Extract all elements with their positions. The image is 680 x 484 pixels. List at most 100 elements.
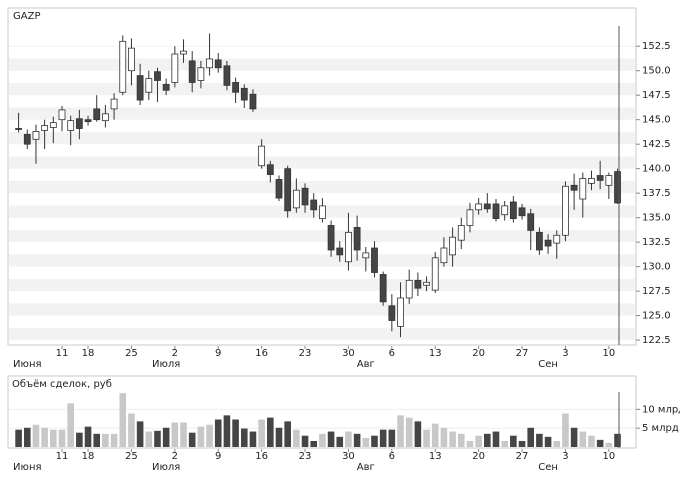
candle-body: [562, 185, 569, 236]
volume-bar: [214, 419, 222, 447]
volume-bar: [110, 433, 118, 447]
x-tick-label: 6: [389, 348, 395, 359]
candle-body: [102, 113, 109, 122]
candle-body: [362, 252, 370, 259]
candle-body: [544, 239, 552, 247]
x-tick-label: 27: [516, 348, 529, 359]
y-tick-label: 125.0: [642, 311, 671, 322]
x-tick-label: 6: [389, 451, 395, 462]
candle-body: [466, 209, 474, 226]
volume-bar: [162, 427, 170, 447]
candle-body: [440, 247, 448, 264]
candle-body: [336, 247, 344, 256]
candle-body: [284, 168, 292, 212]
candle-body: [379, 274, 387, 303]
volume-bar: [41, 427, 48, 447]
volume-title: Объём сделок, руб: [12, 379, 112, 390]
y-tick-label: 152.5: [642, 41, 671, 52]
x-tick-label: 11: [56, 451, 69, 462]
x-month-label: Июля: [152, 359, 180, 370]
volume-bar: [605, 442, 613, 447]
volume-bar: [180, 422, 187, 447]
volume-bar: [223, 415, 231, 447]
volume-bar: [492, 431, 500, 447]
x-tick-label: 16: [255, 451, 268, 462]
x-month-label: Авг: [357, 359, 375, 370]
candle-body: [431, 257, 439, 291]
candle-body: [206, 58, 213, 69]
x-month-label: Июня: [13, 359, 41, 370]
grid-band: [9, 82, 635, 96]
candle-body: [84, 119, 92, 123]
candle-body: [240, 87, 248, 101]
candle-body: [536, 231, 543, 251]
candle-body: [518, 207, 526, 217]
candle-body: [275, 179, 283, 199]
x-tick-label: 23: [299, 451, 312, 462]
y-tick-label: 140.0: [642, 164, 671, 175]
x-tick-label: 18: [82, 348, 95, 359]
candle-body: [197, 67, 205, 81]
x-tick-label: 10: [602, 348, 615, 359]
x-tick-label: 9: [215, 348, 221, 359]
volume-bar: [614, 433, 621, 447]
x-tick-label: 30: [342, 451, 355, 462]
volume-bar: [362, 437, 370, 447]
candle-body: [327, 225, 335, 251]
grid-band: [9, 156, 635, 169]
volume-bar: [405, 417, 413, 447]
candle-body: [292, 189, 300, 209]
volume-bar: [431, 423, 439, 447]
candle-body: [93, 108, 101, 121]
candle-body: [353, 227, 361, 251]
candle-body: [570, 184, 578, 191]
volume-bar: [249, 431, 257, 447]
candle-body: [483, 203, 491, 210]
candle-body: [501, 205, 509, 216]
y-tick-label: 135.0: [642, 213, 671, 224]
volume-bar: [518, 440, 526, 447]
volume-bar: [353, 433, 361, 447]
volume-bar: [388, 429, 396, 447]
y-tick-label: 142.5: [642, 139, 671, 150]
volume-bar: [562, 413, 569, 447]
volume-bar: [457, 433, 465, 447]
grid-band: [9, 254, 635, 267]
y-tick-label: 147.5: [642, 90, 671, 101]
candle-body: [223, 65, 231, 86]
candle-body: [214, 59, 222, 69]
candle-body: [49, 122, 57, 128]
x-tick-label: 3: [562, 451, 568, 462]
volume-bar: [102, 433, 109, 447]
volume-bar: [50, 429, 57, 447]
candle-body: [301, 187, 309, 206]
x-tick-label: 13: [429, 451, 442, 462]
x-tick-label: 25: [125, 348, 138, 359]
candle-body: [67, 120, 75, 131]
volume-bar: [119, 393, 127, 447]
candle-body: [475, 203, 483, 211]
volume-bar: [423, 429, 430, 447]
volume-bar: [32, 424, 40, 447]
volume-bar: [484, 433, 491, 447]
candle-body: [171, 53, 179, 83]
grid-band: [9, 327, 635, 341]
grid-band: [9, 107, 635, 120]
x-tick-label: 20: [472, 451, 485, 462]
x-tick-label: 2: [172, 451, 178, 462]
volume-bar: [501, 440, 508, 447]
x-tick-label: 18: [82, 451, 95, 462]
volume-bar: [136, 421, 144, 447]
candle-body: [588, 178, 595, 184]
volume-bar: [466, 440, 474, 447]
candle-body: [614, 171, 621, 204]
volume-bar: [145, 431, 153, 447]
x-tick-label: 11: [56, 348, 69, 359]
candle-body: [449, 236, 457, 256]
volume-bar: [232, 419, 239, 447]
y-tick-label: 145.0: [642, 115, 671, 126]
volume-bar: [544, 436, 552, 447]
volume-bar: [15, 429, 22, 447]
candle-body: [180, 50, 187, 55]
